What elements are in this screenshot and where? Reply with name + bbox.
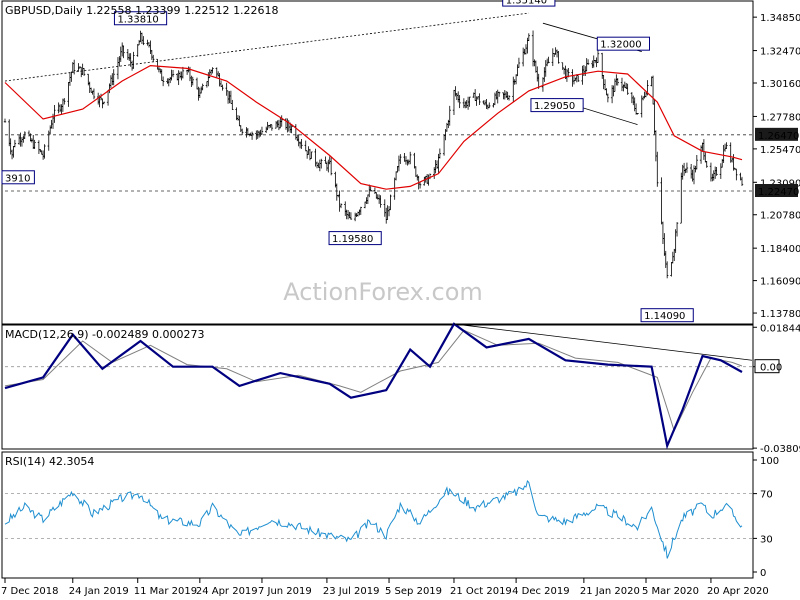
price-label: 1.32000 — [596, 36, 651, 51]
x-tick-label: 20 Apr 2020 — [707, 586, 769, 597]
macd-y-tick-label: -0.038095 — [760, 444, 800, 455]
price-y-tick-label: 1.30160 — [760, 79, 800, 90]
x-tick-label: 21 Jan 2020 — [580, 586, 640, 597]
x-tick-label: 21 Oct 2019 — [450, 586, 512, 597]
moving-average-line — [4, 64, 743, 190]
macd-line — [4, 322, 743, 450]
price-label-box — [328, 231, 382, 246]
price-label: 1.29050 — [530, 98, 584, 113]
price-label-text: 1.29050 — [534, 101, 575, 112]
price-label-text: 3910 — [5, 173, 30, 184]
x-tick-label: 5 Sep 2019 — [385, 586, 442, 597]
x-tick-label: 7 Jun 2019 — [258, 586, 312, 597]
price-label-text: 1.32000 — [600, 40, 641, 51]
price-label: 1.14090 — [640, 308, 694, 323]
price-label: 3910 — [1, 170, 35, 185]
rsi-label: RSI(14) 42.3054 — [5, 455, 94, 468]
price-highlight-label: 1.26470 — [758, 131, 799, 142]
price-label-box — [596, 36, 651, 51]
macd-highlight-box — [754, 359, 780, 374]
x-tick-label: 24 Jan 2019 — [69, 586, 129, 597]
axis-layer: 1.34850 1.32470 1.30160 1.27780 1.25470 1.230… — [1, 13, 800, 597]
price-y-tick-label: 1.13780 — [760, 309, 800, 320]
price-label-box — [113, 11, 168, 26]
price-label: 1.35140 — [502, 0, 556, 7]
price-y-tick-label: 1.25470 — [760, 145, 800, 156]
trendline — [4, 12, 529, 82]
price-label-box — [530, 98, 584, 113]
price-label-box — [502, 0, 556, 7]
macd-panel-frame — [1, 324, 754, 450]
rsi-y-tick-label: 30 — [760, 534, 773, 545]
price-y-tick-label: 1.20780 — [760, 211, 800, 222]
price-layer: 1.33810 1.35140 1.32000 1.29050 1.19580 1.140… — [1, 0, 753, 323]
price-label: 1.33810 — [113, 11, 168, 26]
symbol-label: GBPUSD,Daily 1.22558 1.23399 1.22512 1.2… — [5, 4, 279, 17]
x-tick-label: 24 Apr 2019 — [196, 586, 258, 597]
watermark: ActionForex.com — [283, 278, 483, 306]
price-label-box — [1, 170, 35, 185]
x-tick-label: 11 Mar 2019 — [134, 586, 197, 597]
macd-trendline — [453, 323, 753, 361]
rsi-panel-frame — [1, 451, 754, 579]
price-highlight-box — [755, 184, 798, 198]
macd-y-tick-label: 0.00 — [760, 363, 782, 374]
x-tick-label: 4 Dec 2019 — [512, 586, 570, 597]
rsi-layer — [4, 480, 753, 559]
macd-y-tick-label: 0.018442 — [760, 323, 800, 334]
rsi-y-tick-label: 100 — [760, 456, 779, 467]
price-label: 1.19580 — [328, 231, 382, 246]
x-tick-label: 23 Jul 2019 — [323, 586, 380, 597]
rsi-line — [4, 480, 743, 559]
price-highlight-box — [755, 127, 798, 141]
macd-layer — [4, 322, 753, 450]
macd-label: MACD(12,26,9) -0.002489 0.000273 — [5, 328, 204, 341]
price-y-tick-label: 1.16090 — [760, 277, 800, 288]
x-tick-label: 5 Mar 2020 — [642, 586, 699, 597]
price-label-text: 1.33810 — [117, 14, 158, 25]
price-y-tick-label: 1.34850 — [760, 13, 800, 24]
price-label-text: 1.19580 — [332, 234, 373, 245]
price-y-tick-label: 1.32470 — [760, 47, 800, 58]
price-label-text: 1.14090 — [644, 311, 685, 322]
price-panel-frame — [1, 0, 754, 325]
price-y-tick-label: 1.18400 — [760, 244, 800, 255]
price-y-tick-label: 1.27780 — [760, 112, 800, 123]
price-y-tick-label: 1.23090 — [760, 178, 800, 189]
rsi-y-tick-label: 0 — [760, 568, 766, 579]
price-highlight-label: 1.22470 — [758, 187, 799, 198]
rsi-y-tick-label: 70 — [760, 490, 773, 501]
x-tick-label: 7 Dec 2018 — [1, 586, 59, 597]
price-label-text: 1.35140 — [506, 0, 547, 7]
price-label-box — [640, 308, 694, 323]
